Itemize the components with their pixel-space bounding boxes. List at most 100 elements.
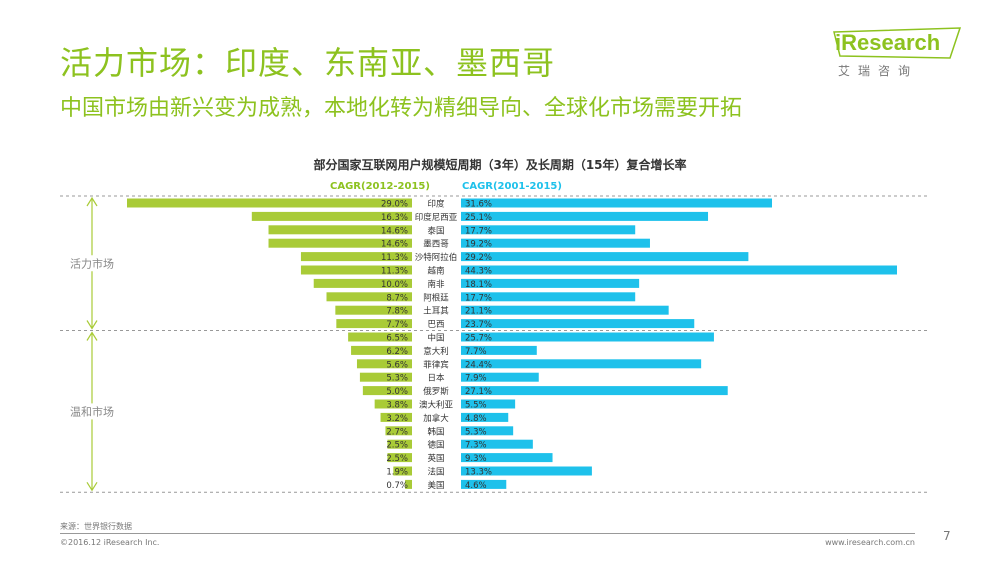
bar-right <box>461 332 714 342</box>
group-active-bracket-arrow-up <box>86 196 98 207</box>
bar-left-value: 8.7% <box>386 293 408 303</box>
bar-left-value: 2.5% <box>386 441 408 451</box>
bar-right <box>461 479 507 489</box>
category-label: 德国 <box>427 440 444 451</box>
bar-right-value: 4.6% <box>465 481 487 491</box>
category-label: 中国 <box>427 333 444 344</box>
bar-right-value: 25.7% <box>465 334 492 344</box>
bar-left <box>351 345 412 355</box>
bar-left <box>335 305 412 315</box>
bar-right-value: 5.3% <box>465 427 487 437</box>
bar-left-value: 14.6% <box>381 226 408 236</box>
bar-left <box>313 278 412 288</box>
category-label: 阿根廷 <box>423 292 449 303</box>
category-label: 土耳其 <box>423 306 449 317</box>
bar-right-value: 7.3% <box>465 441 487 451</box>
bar-right <box>461 198 773 208</box>
bar-left-value: 5.0% <box>386 387 408 397</box>
bar-left <box>387 453 412 463</box>
bar-left <box>405 479 412 489</box>
chart-title: 部分国家互联网用户规模短周期（3年）及长周期（15年）复合增长率 <box>313 158 687 172</box>
category-label: 俄罗斯 <box>423 386 449 397</box>
category-label: 英国 <box>427 453 444 464</box>
bar-left <box>393 466 412 476</box>
page-title: 活力市场：印度、东南亚、墨西哥 <box>60 44 556 82</box>
bar-right <box>461 439 533 449</box>
bar-left <box>336 319 412 329</box>
category-label: 墨西哥 <box>423 240 449 250</box>
bar-left <box>359 372 412 382</box>
category-label: 沙特阿拉伯 <box>415 252 458 263</box>
bar-right <box>461 399 516 409</box>
bar-left <box>362 386 412 396</box>
bar-right-value: 7.9% <box>465 374 487 384</box>
page-subtitle: 中国市场由新兴变为成熟，本地化转为精细导向、全球化市场需要开拓 <box>60 96 743 121</box>
bar-left <box>268 238 412 248</box>
bar-left-value: 2.7% <box>386 427 408 437</box>
bar-left-value: 6.5% <box>386 334 408 344</box>
bar-left-value: 1.9% <box>386 468 408 478</box>
bar-left-value: 0.7% <box>386 481 408 491</box>
category-label: 日本 <box>427 373 445 384</box>
bar-left <box>385 426 412 436</box>
bar-right-value: 17.7% <box>465 226 492 236</box>
bar-right <box>461 278 640 288</box>
bar-right-value: 18.1% <box>465 280 492 290</box>
bar-left <box>300 252 412 262</box>
group-mild-bracket-arrow-down <box>86 481 98 492</box>
bar-right-value: 17.7% <box>465 293 492 303</box>
bar-left-value: 5.6% <box>386 360 408 370</box>
bar-left <box>374 399 412 409</box>
category-label: 巴西 <box>427 320 444 330</box>
logo-subtitle: 艾瑞咨询 <box>838 64 919 78</box>
bar-left-value: 7.8% <box>386 307 408 317</box>
bar-left-value: 6.2% <box>386 347 408 357</box>
category-label: 意大利 <box>423 346 449 357</box>
bar-right <box>461 386 728 396</box>
group-label-bg <box>64 403 120 420</box>
group-active-bracket-arrow-down <box>86 320 98 330</box>
category-label: 韩国 <box>427 426 444 437</box>
bar-left-value: 11.3% <box>381 267 408 277</box>
group-label-bg <box>64 255 120 272</box>
bar-right-value: 7.7% <box>465 347 487 357</box>
bar-right <box>461 225 636 235</box>
bar-left-value: 10.0% <box>381 280 408 290</box>
group-mild-bracket-arrow-up <box>86 331 98 341</box>
source-note: 来源：世界银行数据 <box>60 522 132 531</box>
bar-right-value: 9.3% <box>465 454 487 464</box>
logo-name: iResearch <box>835 30 941 55</box>
bar-left-value: 2.5% <box>386 454 408 464</box>
bar-right <box>461 211 709 221</box>
bar-left-value: 3.8% <box>386 401 408 411</box>
bar-right <box>461 265 897 275</box>
bar-left <box>356 359 412 369</box>
group-label-active: 活力市场 <box>70 256 114 270</box>
bar-right <box>461 359 702 369</box>
copyright: ©2016.12 iResearch Inc. <box>60 538 160 547</box>
bar-right-value: 29.2% <box>465 253 492 263</box>
bar-left <box>268 225 412 235</box>
bar-right <box>461 305 669 315</box>
bar-right <box>461 466 592 476</box>
bar-left-value: 16.3% <box>381 213 408 223</box>
site-url: www.iresearch.com.cn <box>825 538 915 547</box>
bar-right-value: 24.4% <box>465 360 492 370</box>
bar-right-value: 23.7% <box>465 320 492 330</box>
bar-left-value: 5.3% <box>386 374 408 384</box>
bar-right <box>461 426 514 436</box>
bar-right <box>461 252 749 262</box>
series-label-right: CAGR(2001-2015) <box>462 181 562 192</box>
bar-left-value: 11.3% <box>381 253 408 263</box>
bar-left <box>251 211 412 221</box>
bar-left <box>127 198 412 208</box>
bar-right-value: 25.1% <box>465 213 492 223</box>
category-label: 印度 <box>427 199 445 210</box>
group-label-mild: 温和市场 <box>70 404 114 418</box>
bar-right-value: 27.1% <box>465 387 492 397</box>
category-label: 澳大利亚 <box>419 400 454 411</box>
bar-right <box>461 345 537 355</box>
bar-left <box>387 439 412 449</box>
category-label: 越南 <box>427 266 444 277</box>
